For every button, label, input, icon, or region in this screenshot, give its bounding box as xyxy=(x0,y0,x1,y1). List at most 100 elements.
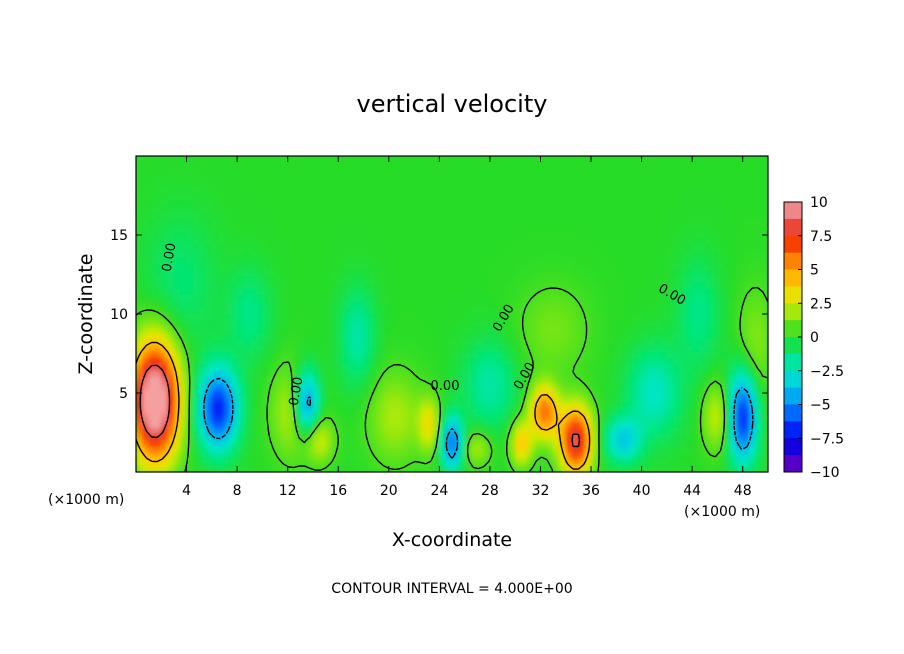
field-cell xyxy=(243,383,251,391)
field-cell xyxy=(369,332,377,340)
field-cell xyxy=(395,339,403,347)
field-cell xyxy=(376,187,384,195)
field-cell xyxy=(401,174,409,182)
field-cell xyxy=(186,465,194,472)
field-cell xyxy=(414,427,421,435)
field-cell xyxy=(167,314,175,321)
field-cell xyxy=(180,402,188,410)
field-cell xyxy=(167,377,175,385)
field-cell xyxy=(527,181,535,189)
field-cell xyxy=(199,174,207,182)
field-cell xyxy=(452,370,459,378)
field-cell xyxy=(527,421,535,429)
field-cell xyxy=(742,168,750,176)
field-cell xyxy=(477,465,485,472)
field-cell xyxy=(610,301,617,309)
field-cell xyxy=(154,415,162,423)
field-cell xyxy=(527,415,535,423)
field-cell xyxy=(660,168,668,176)
field-cell xyxy=(527,364,535,372)
field-cell xyxy=(616,440,624,448)
field-cell xyxy=(369,465,377,472)
field-cell xyxy=(559,351,567,359)
field-cell xyxy=(464,244,472,252)
field-cell xyxy=(192,358,200,366)
field-cell xyxy=(692,206,700,214)
field-cell xyxy=(685,288,693,296)
field-cell xyxy=(325,282,333,290)
field-cell xyxy=(755,326,763,334)
field-cell xyxy=(211,402,219,410)
field-cell xyxy=(395,187,403,195)
field-cell xyxy=(742,238,750,246)
field-cell xyxy=(464,295,472,302)
field-cell xyxy=(584,212,592,220)
field-cell xyxy=(730,212,737,220)
field-cell xyxy=(761,250,768,258)
field-cell xyxy=(376,421,384,429)
field-cell xyxy=(237,200,245,208)
field-cell xyxy=(736,434,744,441)
field-cell xyxy=(344,244,352,252)
field-cell xyxy=(736,238,744,246)
field-cell xyxy=(357,193,365,201)
field-cell xyxy=(546,459,554,467)
field-cell xyxy=(300,459,308,467)
field-cell xyxy=(136,257,143,265)
field-cell xyxy=(262,244,270,252)
field-cell xyxy=(508,383,516,391)
field-cell xyxy=(211,269,219,277)
field-cell xyxy=(148,288,156,296)
field-cell xyxy=(180,162,188,170)
field-cell xyxy=(230,301,238,309)
field-cell xyxy=(420,453,428,460)
field-cell xyxy=(483,389,491,397)
field-cell xyxy=(578,200,586,208)
field-cell xyxy=(363,364,371,372)
field-cell xyxy=(717,187,725,195)
field-cell xyxy=(610,193,617,201)
field-cell xyxy=(755,459,763,467)
field-cell xyxy=(369,162,377,170)
field-cell xyxy=(730,345,737,353)
field-cell xyxy=(660,351,668,359)
field-cell xyxy=(515,402,523,410)
field-cell xyxy=(433,364,440,372)
field-cell xyxy=(458,187,466,195)
field-cell xyxy=(742,446,750,454)
field-cell xyxy=(376,238,384,246)
field-cell xyxy=(730,288,737,296)
field-cell xyxy=(565,351,573,359)
field-cell xyxy=(559,206,567,214)
field-cell xyxy=(439,345,447,353)
field-cell xyxy=(376,332,384,340)
field-cell xyxy=(338,339,346,347)
field-cell xyxy=(635,244,643,252)
field-cell xyxy=(565,383,573,391)
field-cell xyxy=(426,219,434,227)
field-cell xyxy=(540,383,548,391)
field-cell xyxy=(496,225,504,233)
field-cell xyxy=(142,364,150,372)
field-cell xyxy=(616,257,624,265)
field-cell xyxy=(300,377,308,385)
field-cell xyxy=(218,320,226,328)
field-cell xyxy=(673,339,681,347)
field-cell xyxy=(325,307,333,315)
field-cell xyxy=(433,351,440,359)
field-cell xyxy=(628,370,636,378)
field-cell xyxy=(730,295,737,302)
field-cell xyxy=(148,345,156,353)
field-cell xyxy=(363,377,371,385)
field-cell xyxy=(268,238,276,246)
field-cell xyxy=(224,168,232,176)
field-cell xyxy=(660,377,668,385)
field-cell xyxy=(572,269,579,277)
field-cell xyxy=(534,193,542,201)
field-cell xyxy=(445,351,453,359)
field-cell xyxy=(312,219,320,227)
field-cell xyxy=(325,225,333,233)
field-cell xyxy=(154,402,162,410)
field-cell xyxy=(357,383,365,391)
field-cell xyxy=(281,263,289,271)
